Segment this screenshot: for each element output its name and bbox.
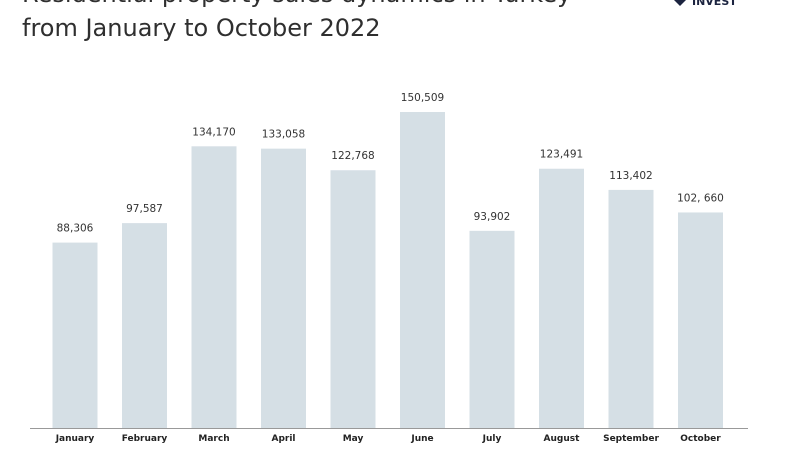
bar	[52, 242, 98, 428]
bar	[400, 112, 445, 428]
x-tick-label: April	[271, 434, 295, 444]
value-label: 93,902	[474, 211, 511, 223]
value-label: 97,587	[126, 203, 163, 215]
bar	[608, 189, 654, 428]
value-label: 102, 660	[677, 192, 724, 204]
bar	[678, 212, 723, 428]
bar	[469, 230, 515, 428]
x-tick-label: October	[680, 434, 721, 444]
x-tick-label: August	[544, 434, 581, 444]
chart-title-line: from January to October 2022	[22, 14, 381, 42]
logo-text: INVEST	[692, 0, 737, 8]
chart-title-line: Residential property sales dynamics in T…	[22, 0, 571, 8]
x-tick-label: March	[198, 434, 229, 444]
value-label: 113,402	[609, 170, 652, 182]
value-label: 150,509	[401, 92, 444, 104]
value-label: 134,170	[192, 126, 235, 138]
x-tick-label: January	[55, 434, 95, 444]
value-label: 88,306	[57, 223, 94, 235]
value-label: 122,768	[331, 150, 374, 162]
value-label: 133,058	[262, 129, 305, 141]
x-tick-label: July	[482, 434, 502, 444]
bar	[122, 223, 167, 428]
x-tick-label: September	[603, 434, 659, 444]
bar	[261, 148, 306, 429]
logo-mark	[674, 0, 686, 6]
x-tick-label: June	[410, 434, 433, 444]
bar	[330, 170, 376, 428]
x-tick-label: February	[122, 434, 168, 444]
bar	[191, 146, 237, 428]
value-label: 123,491	[540, 149, 583, 161]
x-tick-label: May	[343, 434, 364, 444]
bar	[539, 168, 584, 428]
